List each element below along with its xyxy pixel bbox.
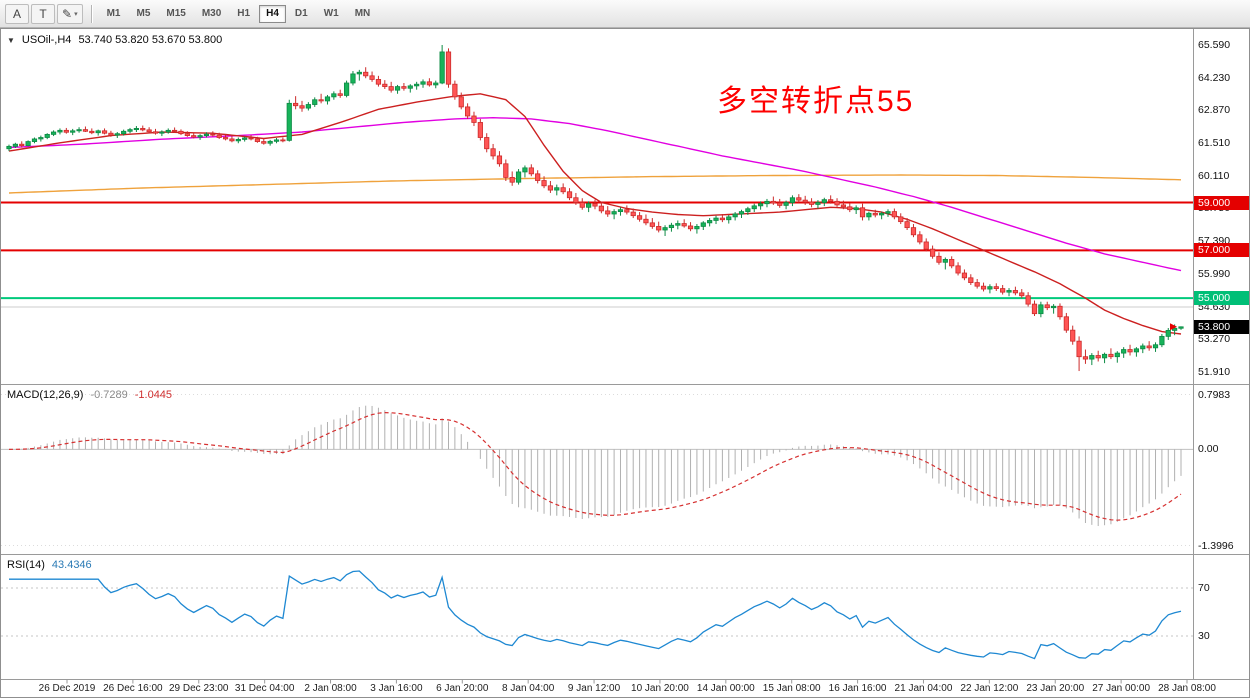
time-label: 26 Dec 2019: [38, 683, 96, 694]
timeframe-button-h4[interactable]: H4: [259, 4, 286, 23]
axis-frame-layer: [1, 29, 1249, 684]
time-label: 8 Jan 04:00: [502, 683, 555, 694]
time-label: 16 Jan 16:00: [828, 683, 887, 694]
timeframe-button-w1[interactable]: W1: [323, 8, 339, 19]
rsi-tick: 30: [1198, 630, 1210, 642]
time-label: 10 Jan 20:00: [631, 683, 689, 694]
macd-layer: [1, 394, 1193, 547]
timeframe-button-m30[interactable]: M30: [201, 8, 222, 19]
timeframe-button-d1[interactable]: D1: [294, 8, 308, 19]
macd-signal-line: [8, 411, 1182, 521]
macd-value-main: -0.7289: [90, 389, 128, 401]
slow-ma-orange: [8, 174, 1182, 194]
font-tool-button[interactable]: A: [5, 3, 29, 24]
toolbar-separator: [90, 4, 92, 23]
price-tick: 60.110: [1198, 169, 1230, 182]
rsi-tick: 70: [1198, 582, 1210, 594]
tools-group: A T ✎ ▾: [5, 3, 83, 24]
dropdown-caret-icon: ▾: [74, 10, 78, 18]
time-label: 2 Jan 08:00: [304, 683, 357, 694]
time-label: 14 Jan 00:00: [696, 683, 755, 694]
cursor-tool-button[interactable]: T: [31, 3, 55, 24]
macd-tick: 0.00: [1198, 443, 1219, 456]
rsi-line: [9, 570, 1182, 660]
time-label: 31 Dec 04:00: [234, 683, 295, 694]
macd-label: MACD(12,26,9): [7, 389, 84, 401]
moving-averages-layer: [8, 93, 1182, 335]
chart-dropdown-icon[interactable]: ▼: [7, 35, 15, 45]
time-label: 28 Jan 08:00: [1158, 683, 1216, 694]
horizontal-lines-layer: [1, 201, 1193, 308]
draw-tool-button[interactable]: ✎ ▾: [57, 3, 83, 24]
price-tick: 55.990: [1198, 268, 1231, 281]
price-badge-55.000: 55.000: [1194, 291, 1249, 306]
price-tick: 51.910: [1198, 365, 1231, 378]
price-tick: 53.270: [1198, 333, 1231, 346]
fast-ma-red: [8, 93, 1182, 335]
timeframe-button-h1[interactable]: H1: [237, 8, 251, 19]
price-tick: 61.510: [1198, 136, 1231, 149]
chart-symbol-period: USOil-,H4: [21, 34, 72, 46]
price-tick: 65.590: [1198, 39, 1231, 51]
time-label: 22 Jan 12:00: [960, 683, 1019, 694]
timeframes-group: M1 M5 M15 M30 H1 H4 D1 W1 MN: [100, 4, 378, 23]
time-label: 9 Jan 12:00: [567, 683, 621, 694]
rsi-label: RSI(14): [7, 559, 45, 571]
time-label: 3 Jan 16:00: [370, 683, 423, 694]
timeframe-button-mn[interactable]: MN: [354, 8, 371, 19]
current-price-arrow: [1170, 323, 1177, 331]
macd-tick: 0.7983: [1198, 388, 1231, 401]
price-badge-53.800: 53.800: [1194, 319, 1249, 334]
rsi-value: 43.4346: [51, 559, 92, 571]
time-label: 15 Jan 08:00: [762, 683, 821, 694]
toolbar: A T ✎ ▾ M1 M5 M15 M30 H1 H4 D1 W1 MN: [0, 0, 1250, 28]
price-badge-59.000: 59.000: [1194, 195, 1249, 210]
chart-window[interactable]: ▼ USOil-,H4 53.740 53.820 53.670 53.800 …: [0, 28, 1250, 698]
timeframe-button-m1[interactable]: M1: [106, 8, 121, 19]
time-label: 26 Dec 16:00: [103, 683, 163, 694]
mid-ma-magenta: [8, 116, 1182, 272]
price-tick: 62.870: [1198, 104, 1231, 117]
time-label: 6 Jan 20:00: [436, 683, 489, 694]
price-badge-57.000: 57.000: [1194, 243, 1249, 258]
price-axis[interactable]: 65.59064.23062.87061.51060.11058.75057.3…: [1194, 29, 1249, 680]
time-label: 27 Jan 00:00: [1092, 683, 1151, 694]
price-tick: 64.230: [1198, 71, 1231, 84]
chart-plot[interactable]: [1, 29, 1250, 698]
macd-value-signal: -1.0445: [134, 389, 173, 401]
timeframe-button-m5[interactable]: M5: [136, 8, 151, 19]
time-label: 23 Jan 20:00: [1026, 683, 1085, 694]
candles-layer: [6, 45, 1184, 372]
time-label: 21 Jan 04:00: [894, 683, 953, 694]
rsi-title: RSI(14) 43.4346: [7, 559, 92, 571]
macd-title: MACD(12,26,9) -0.7289 -1.0445: [7, 389, 172, 401]
time-label: 29 Dec 23:00: [169, 683, 229, 694]
chart-ohlc-values: 53.740 53.820 53.670 53.800: [78, 34, 223, 46]
macd-tick: -1.3996: [1198, 539, 1234, 552]
chart-title: ▼ USOil-,H4 53.740 53.820 53.670 53.800: [7, 34, 222, 46]
annotation-text: 多空转折点55: [717, 85, 915, 118]
timeframe-button-m15[interactable]: M15: [166, 8, 186, 19]
time-axis[interactable]: 26 Dec 2019 26 Dec 16:00 29 Dec 23:00 31 De…: [1, 682, 1249, 697]
rsi-layer: [1, 570, 1193, 660]
